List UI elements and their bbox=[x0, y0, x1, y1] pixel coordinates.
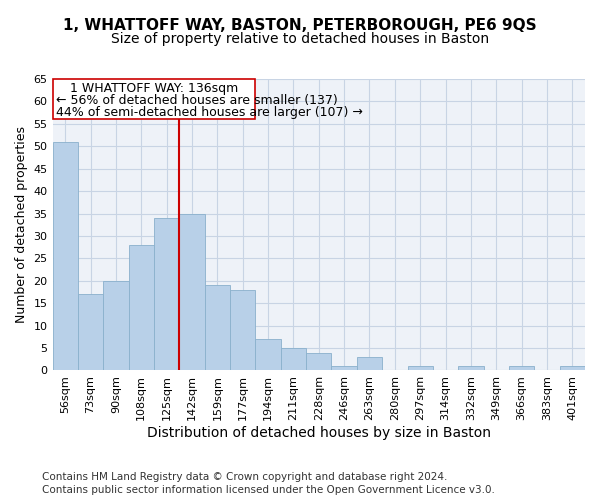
Bar bbox=[331, 366, 357, 370]
Bar bbox=[560, 366, 585, 370]
Bar bbox=[509, 366, 534, 370]
Bar bbox=[179, 214, 205, 370]
Bar bbox=[306, 352, 331, 370]
Text: Contains HM Land Registry data © Crown copyright and database right 2024.: Contains HM Land Registry data © Crown c… bbox=[42, 472, 448, 482]
Bar bbox=[53, 142, 78, 370]
Bar bbox=[128, 245, 154, 370]
Text: 44% of semi-detached houses are larger (107) →: 44% of semi-detached houses are larger (… bbox=[56, 106, 363, 118]
Text: 1, WHATTOFF WAY, BASTON, PETERBOROUGH, PE6 9QS: 1, WHATTOFF WAY, BASTON, PETERBOROUGH, P… bbox=[63, 18, 537, 32]
Bar bbox=[256, 339, 281, 370]
Bar bbox=[407, 366, 433, 370]
FancyBboxPatch shape bbox=[53, 79, 256, 120]
Bar bbox=[154, 218, 179, 370]
Bar bbox=[205, 286, 230, 370]
Bar bbox=[103, 281, 128, 370]
Bar bbox=[357, 357, 382, 370]
Text: ← 56% of detached houses are smaller (137): ← 56% of detached houses are smaller (13… bbox=[56, 94, 338, 107]
Text: Size of property relative to detached houses in Baston: Size of property relative to detached ho… bbox=[111, 32, 489, 46]
Bar bbox=[281, 348, 306, 370]
Text: Contains public sector information licensed under the Open Government Licence v3: Contains public sector information licen… bbox=[42, 485, 495, 495]
Y-axis label: Number of detached properties: Number of detached properties bbox=[15, 126, 28, 323]
Bar bbox=[458, 366, 484, 370]
X-axis label: Distribution of detached houses by size in Baston: Distribution of detached houses by size … bbox=[147, 426, 491, 440]
Text: 1 WHATTOFF WAY: 136sqm: 1 WHATTOFF WAY: 136sqm bbox=[70, 82, 238, 96]
Bar bbox=[230, 290, 256, 370]
Bar bbox=[78, 294, 103, 370]
